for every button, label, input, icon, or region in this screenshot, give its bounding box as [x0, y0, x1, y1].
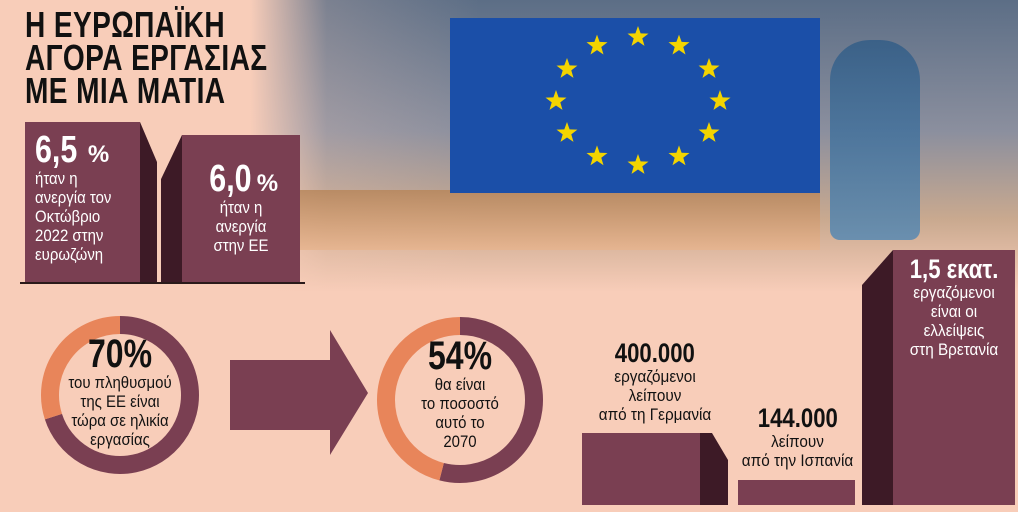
star-icon [668, 34, 690, 55]
star-icon [698, 58, 720, 78]
star-icon [668, 145, 690, 166]
bar-britain [893, 250, 1015, 505]
graphics-layer [41, 26, 1015, 505]
photo-person [830, 40, 920, 240]
bar-spain [738, 480, 855, 505]
donut-2070-share [439, 317, 543, 483]
star-icon [627, 26, 649, 46]
star-icon [698, 122, 720, 142]
star-icon [556, 122, 578, 142]
stat-box-eu: 6,0% ήταν η ανεργία στην ΕΕ [182, 135, 300, 282]
arrow-icon [230, 330, 368, 455]
stat-box-eurozone-side [140, 122, 157, 282]
bar-britain-side [862, 250, 893, 505]
label-spain: 144.000 λείπουν από την Ισπανία [741, 403, 854, 471]
donut-text-now: 70% του πληθυσμού της ΕΕ είναι τώρα σε η… [68, 332, 172, 449]
page-title: Η ΕΥΡΩΠΑΪΚΗ ΑΓΟΡΑ ΕΡΓΑΣΙΑΣ ΜΕ ΜΙΑ ΜΑΤΙΑ [25, 4, 268, 111]
bar-germany [582, 433, 700, 505]
star-icon [545, 90, 567, 110]
infographic: Η ΕΥΡΩΠΑΪΚΗ ΑΓΟΡΑ ΕΡΓΑΣΙΑΣ ΜΕ ΜΙΑ ΜΑΤΙΑ … [0, 0, 1018, 512]
stat-box-eurozone: 6,5% ήταν η ανεργία τον Οκτώβριο 2022 στ… [25, 122, 140, 282]
eu-flag-stars [545, 26, 731, 174]
star-icon [586, 34, 608, 55]
donut-now-center [41, 316, 199, 474]
divider [20, 282, 305, 284]
photo-floor [300, 190, 820, 250]
stat-box-eu-side [161, 135, 182, 282]
label-britain: 1,5 εκατ. εργαζόμενοι είναι οι ελλείψεις… [909, 254, 999, 360]
donut-text-2070: 54% θα είναι το ποσοστό αυτό το 2070 [421, 334, 499, 451]
star-icon [627, 154, 649, 174]
donut-2070-rest [377, 317, 461, 481]
star-icon [709, 90, 731, 110]
donut-2070-center [377, 317, 543, 483]
donut-now-rest [41, 316, 121, 420]
star-icon [556, 58, 578, 78]
star-icon [586, 145, 608, 166]
bar-germany-side [700, 433, 728, 505]
label-germany: 400.000 εργαζόμενοι λείπουν από τη Γερμα… [598, 338, 712, 425]
donut-now-share [44, 316, 199, 474]
